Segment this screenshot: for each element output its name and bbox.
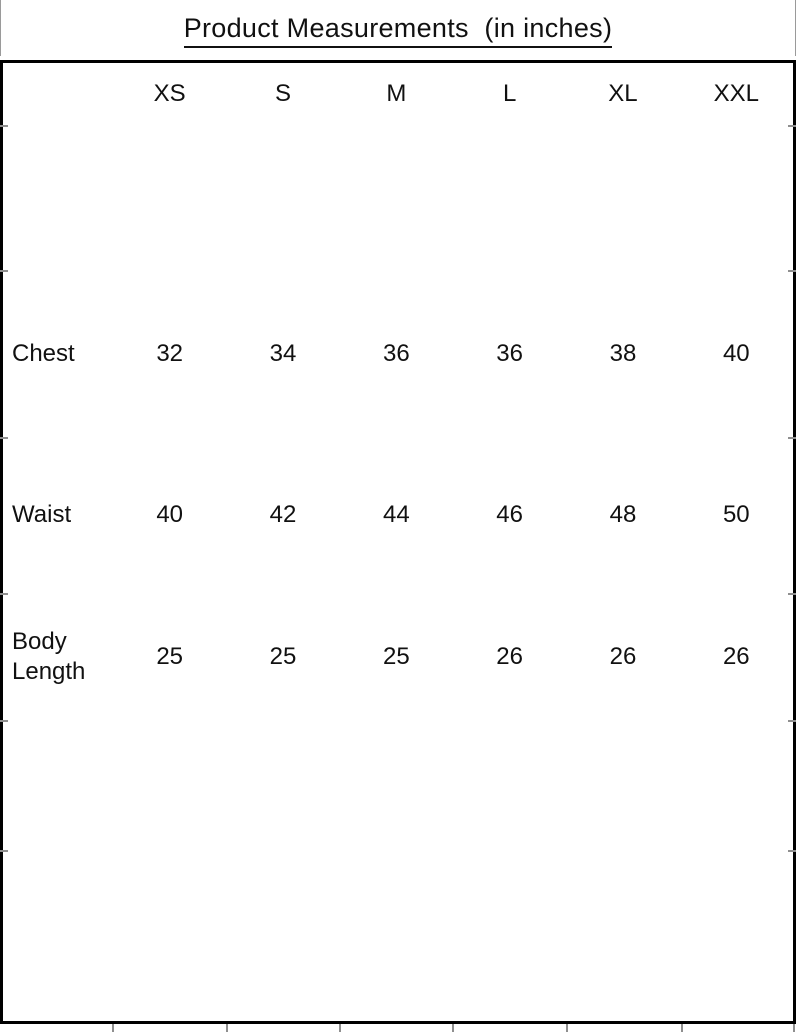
cell-chest-xl: 38 <box>609 339 637 367</box>
header-cell-s: S <box>274 80 291 107</box>
cell-waist-xxl: 50 <box>722 501 750 528</box>
row-gridline-tick <box>0 593 8 595</box>
row-gridline-tick <box>0 125 8 127</box>
cell-body-length-l: 26 <box>496 642 523 670</box>
row-gridline-tick <box>788 270 796 272</box>
row-label-chest: Chest <box>12 339 75 367</box>
row-gridline-tick <box>0 437 8 439</box>
cell-chest-l: 36 <box>496 339 523 367</box>
table-row-waist: Waist 40 42 44 46 48 50 <box>3 437 793 593</box>
cell-waist-m: 44 <box>382 501 410 528</box>
cell-chest-xs: 32 <box>156 339 184 367</box>
header-cell-l: L <box>502 80 517 107</box>
column-gridline-tick <box>226 1024 228 1032</box>
cell-body-length-s: 25 <box>269 642 297 670</box>
cell-waist-xs: 40 <box>156 501 184 528</box>
header-cell-m: M <box>386 80 407 107</box>
column-gridline-tick <box>339 1024 341 1032</box>
measurements-table: XS S M L XL XXL Chest 32 34 36 36 38 40 … <box>0 60 796 1024</box>
header-cell-xl: XL <box>608 80 638 107</box>
table-row-chest: Chest 32 34 36 36 38 40 <box>3 270 793 437</box>
column-gridline-tick <box>452 1024 454 1032</box>
column-gridline-tick <box>112 1024 114 1032</box>
table-row-body-length: Body Length 25 25 25 26 26 26 <box>3 593 793 720</box>
cell-body-length-xs: 25 <box>156 642 184 670</box>
header-cell-xxl: XXL <box>713 80 759 107</box>
row-gridline-tick <box>788 125 796 127</box>
page-title: Product Measurements (in inches) <box>183 12 613 49</box>
cell-waist-l: 46 <box>496 501 523 528</box>
cell-chest-s: 34 <box>269 339 297 367</box>
empty-row <box>3 125 793 270</box>
row-gridline-tick <box>788 850 796 852</box>
row-gridline-tick <box>788 437 796 439</box>
row-gridline-tick <box>0 720 8 722</box>
table-header-row: XS S M L XL XXL <box>3 63 793 125</box>
cell-chest-xxl: 40 <box>722 339 750 367</box>
row-gridline-tick <box>788 720 796 722</box>
column-gridline-tick <box>566 1024 568 1032</box>
column-gridline-tick <box>793 1024 795 1032</box>
row-gridline-tick <box>0 270 8 272</box>
left-edge-line <box>0 0 1 56</box>
row-label-waist: Waist <box>12 501 72 528</box>
cell-body-length-m: 25 <box>382 642 410 670</box>
row-label-body-length: Body Length <box>12 627 86 685</box>
title-band: Product Measurements (in inches) <box>0 0 796 60</box>
row-gridline-tick <box>0 850 8 852</box>
row-gridline-tick <box>788 593 796 595</box>
cell-body-length-xxl: 26 <box>722 642 750 670</box>
cell-body-length-xl: 26 <box>609 642 637 670</box>
header-corner-cell <box>3 63 113 125</box>
cell-waist-xl: 48 <box>609 501 637 528</box>
cell-waist-s: 42 <box>269 501 297 528</box>
cell-chest-m: 36 <box>382 339 410 367</box>
header-cell-xs: XS <box>153 80 186 107</box>
column-gridline-tick <box>681 1024 683 1032</box>
